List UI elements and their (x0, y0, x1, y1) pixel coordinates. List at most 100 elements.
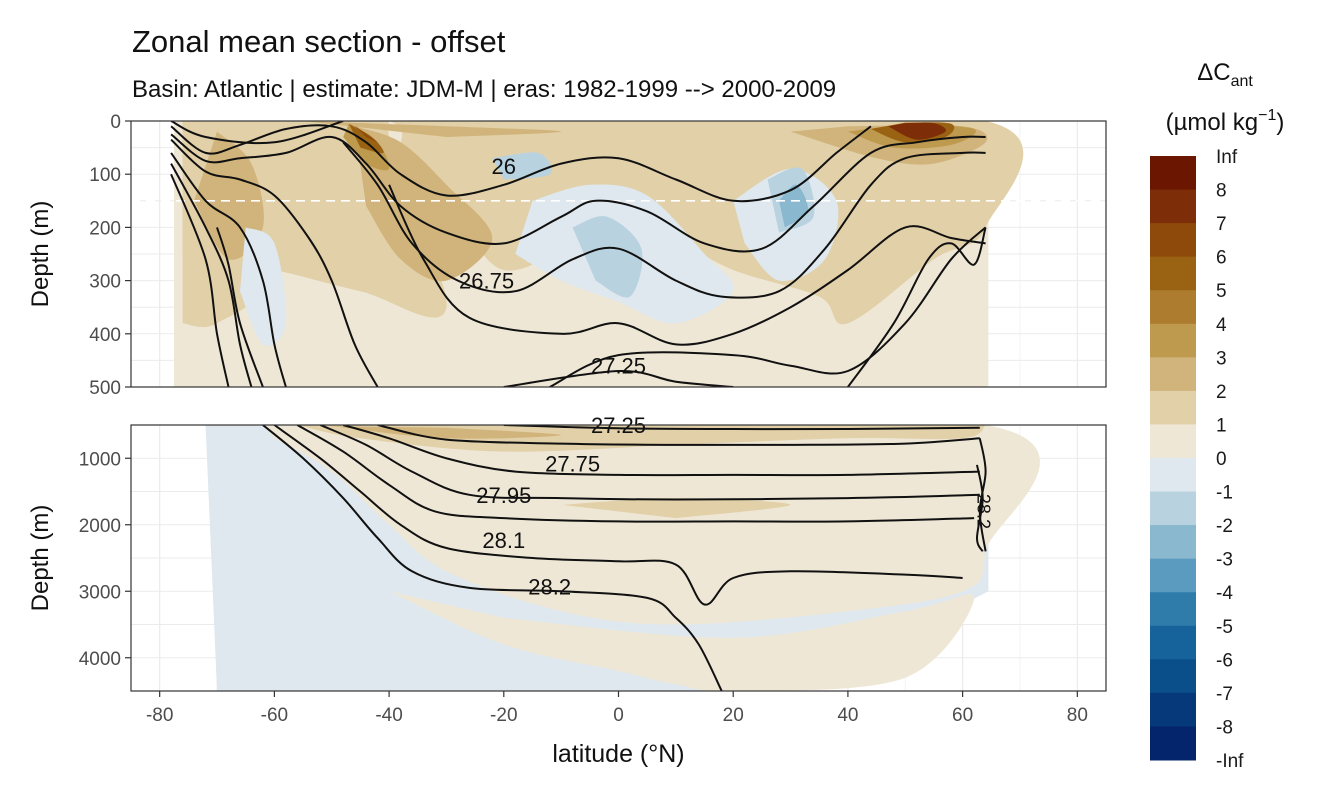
legend-swatch (1150, 390, 1196, 425)
contour-line (262, 425, 723, 691)
legend-label: Inf (1216, 147, 1238, 168)
x-tick-label: -80 (146, 705, 173, 726)
legend-label: 4 (1216, 315, 1227, 336)
legend-label: 6 (1216, 248, 1227, 269)
legend-swatch (1150, 726, 1196, 761)
contour-label: 27.25 (591, 354, 646, 379)
y-axis: 1000 2000 3000 4000 (79, 449, 131, 670)
field-region (561, 498, 791, 519)
field-region (182, 121, 1024, 325)
contour-label: 26.75 (459, 269, 514, 294)
legend-swatch (1150, 156, 1196, 191)
legend-label: -6 (1216, 650, 1233, 671)
panel-border (130, 120, 1107, 388)
field (131, 121, 1106, 387)
legend-label: -4 (1216, 583, 1233, 604)
contour-line (170, 121, 344, 145)
legend-swatch (1150, 458, 1196, 493)
field-region (303, 121, 562, 137)
legend-swatch (1150, 491, 1196, 526)
y-tick-label: 200 (89, 218, 121, 239)
panel-2: 27.2527.7527.9528.128.228.21000200030004… (27, 413, 1107, 692)
contour-line (975, 464, 984, 552)
y-tick-label: 500 (89, 378, 121, 399)
legend-swatch (1150, 256, 1196, 291)
x-tick-label: 40 (837, 705, 858, 726)
legend-label: 2 (1216, 382, 1227, 403)
legend-swatch (1150, 290, 1196, 325)
legend-swatch (1150, 592, 1196, 627)
contour-line (342, 141, 986, 299)
contour-labels: 26 26.75 27.25 (459, 154, 646, 379)
x-tick-label: -60 (261, 705, 288, 726)
contour-line (170, 152, 287, 387)
legend-label: 8 (1216, 181, 1227, 202)
panel-1: 26 26.75 27.25 0 100 200 300 400 500 Depth (m) (27, 112, 1107, 399)
legend-swatch (1150, 692, 1196, 727)
contour-line (342, 425, 980, 477)
y-axis-label: Depth (m) (27, 505, 54, 612)
contour-label: 28.1 (482, 528, 525, 553)
legend-label: -2 (1216, 516, 1233, 537)
x-tick-label: 20 (723, 705, 744, 726)
field-region (888, 122, 947, 140)
contour-line (273, 425, 963, 606)
y-axis: 0 100 200 300 400 500 (89, 112, 131, 399)
contour-line (170, 163, 253, 387)
legend-label: -8 (1216, 717, 1233, 738)
legend-label: -Inf (1216, 751, 1244, 772)
contour-line (549, 226, 987, 387)
contour-line (388, 184, 986, 346)
legend-label: -5 (1216, 617, 1233, 638)
contour-line (847, 227, 987, 387)
legend-label: 7 (1216, 214, 1227, 235)
legend-title-sub: ant (1231, 73, 1254, 90)
x-tick-label: 0 (613, 705, 624, 726)
y-tick-label: 300 (89, 272, 121, 293)
legend-swatch (1150, 424, 1196, 459)
y-tick-label: 3000 (79, 582, 121, 603)
contour-label: 28.2 (528, 575, 571, 600)
contour-line (216, 227, 264, 387)
contours (170, 121, 987, 387)
field-region (240, 227, 287, 346)
contour-line (503, 369, 734, 387)
legend-unit-text: (µmol kg (1166, 109, 1259, 136)
legend-swatch (1150, 189, 1196, 224)
x-tick-label: 80 (1067, 705, 1088, 726)
y-tick-label: 0 (110, 112, 121, 133)
x-tick-label: 60 (952, 705, 973, 726)
legend-title: ΔCant (1197, 59, 1253, 90)
y-tick-label: 2000 (79, 516, 121, 537)
legend-label: -3 (1216, 550, 1233, 571)
legend-swatch (1150, 625, 1196, 660)
legend-label: 1 (1216, 415, 1227, 436)
x-axis: -80 -60 -40 -20 0 20 40 60 80 (146, 691, 1088, 726)
legend-label: 5 (1216, 281, 1227, 302)
contour-label: 27.75 (545, 452, 600, 477)
contour-line (377, 425, 980, 447)
x-axis-label: latitude (°N) (552, 740, 684, 768)
legend-unit: (µmol kg−1) (1166, 107, 1285, 136)
legend-swatch (1150, 558, 1196, 593)
x-tick-label: -40 (375, 705, 402, 726)
field-region (331, 426, 562, 439)
field (205, 425, 1040, 691)
legend-swatch (1150, 525, 1196, 560)
legend-swatch (1150, 659, 1196, 694)
contour-line (503, 425, 980, 431)
field-region (572, 216, 643, 298)
contour-line (170, 133, 986, 253)
legend-unit-close: ) (1276, 109, 1284, 136)
contour-line (319, 425, 980, 501)
contour-label: 27.95 (476, 483, 531, 508)
legend-swatch (1150, 357, 1196, 392)
legend-label: 0 (1216, 449, 1227, 470)
contour-line (170, 173, 230, 387)
x-tick-label: -20 (490, 705, 517, 726)
y-tick-label: 1000 (79, 449, 121, 470)
contour-line (170, 138, 379, 387)
field-region (354, 125, 378, 143)
